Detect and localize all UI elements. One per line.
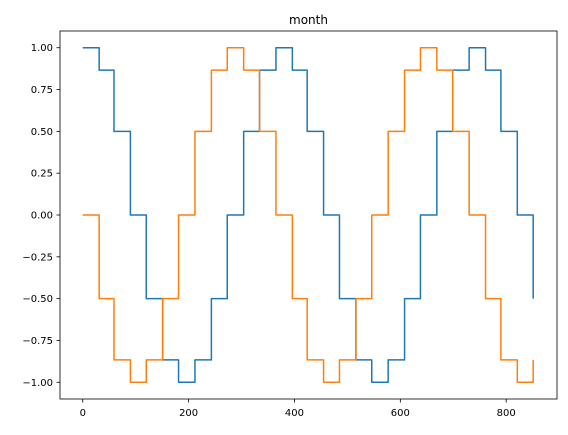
x-tick-label: 600 [391, 408, 410, 419]
y-tick-label: 0.25 [31, 169, 53, 180]
series-layer [82, 46, 534, 384]
x-tick-label: 0 [80, 408, 86, 419]
chart-title: month [289, 13, 328, 27]
y-tick-label: −0.50 [22, 294, 53, 305]
y-tick-label: 0.50 [31, 127, 53, 138]
y-tick-label: 0.75 [31, 85, 53, 96]
y-tick-label: −0.25 [22, 252, 53, 263]
y-tick-label: 1.00 [31, 43, 53, 54]
x-axis: 0 200 400 600 800 [80, 399, 516, 419]
y-tick-label: −0.75 [22, 336, 53, 347]
x-tick-label: 800 [497, 408, 516, 419]
y-tick-label: 0.00 [31, 211, 53, 222]
y-axis: −1.00 −0.75 −0.50 −0.25 0.00 0.25 0.50 0.75 1.00 [22, 43, 60, 389]
y-tick-label: −1.00 [22, 378, 53, 389]
x-tick-label: 200 [179, 408, 198, 419]
series-line-2 [82, 46, 534, 384]
x-tick-label: 400 [285, 408, 304, 419]
